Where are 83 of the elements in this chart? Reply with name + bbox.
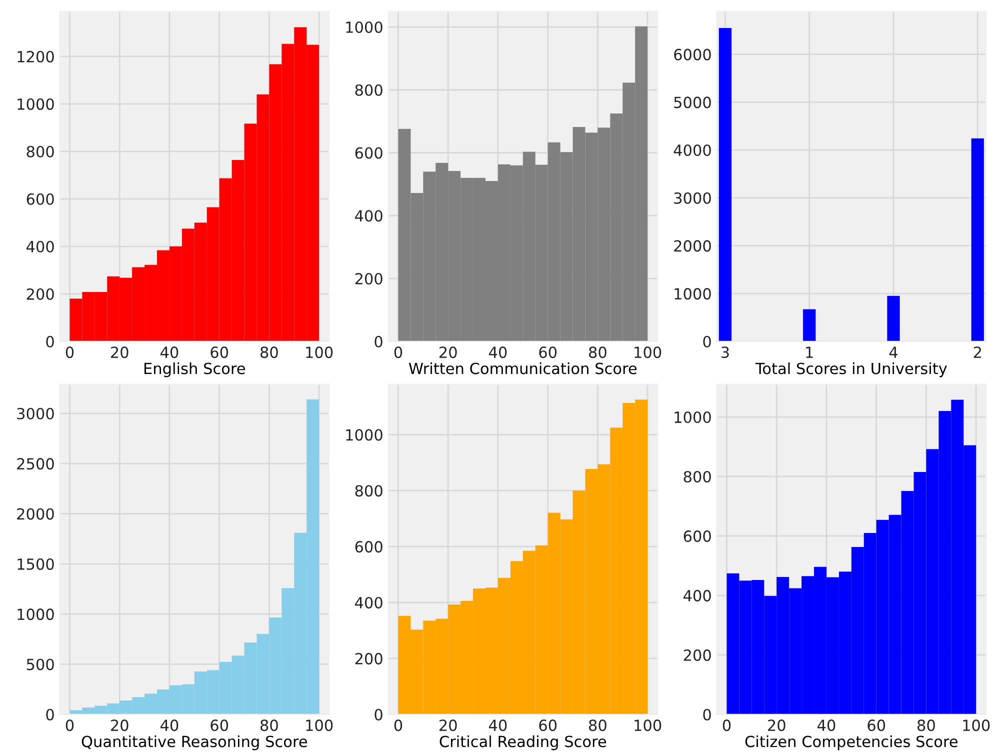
bar: [887, 296, 900, 342]
x-tick-label: 40: [488, 346, 507, 358]
y-tick-label: 1000: [674, 288, 711, 300]
bar: [803, 309, 816, 342]
y-tick-label: 0: [374, 336, 382, 348]
y-tick-label: 1200: [18, 50, 54, 62]
y-tick-label: 200: [355, 652, 382, 664]
y-tick-label: 0: [703, 708, 711, 720]
x-tick-label: 60: [539, 346, 557, 358]
x-tick-label: 60: [868, 720, 886, 732]
y-tick-label: 1000: [18, 608, 54, 620]
y-tick-label: 400: [354, 596, 382, 609]
y-tick-label: 1500: [18, 558, 54, 570]
y-tick-label: 0: [703, 336, 711, 348]
x-tick-label: 20: [110, 720, 128, 732]
x-tick-label: 0: [66, 720, 74, 732]
x-axis-title: Written Communication Score: [408, 362, 637, 374]
x-tick-label: 100: [634, 720, 662, 732]
x-axis-title: Quantitative Reasoning Score: [82, 735, 307, 750]
x-axis-title: English Score: [144, 362, 245, 378]
y-tick-label: 400: [683, 590, 711, 602]
y-tick-label: 600: [26, 193, 54, 205]
x-tick-label: 20: [440, 720, 457, 732]
x-axis-title: Total Scores in University: [755, 362, 947, 378]
x-tick-label: 40: [818, 720, 836, 732]
x-axis-title: Critical Reading Score: [440, 735, 606, 750]
x-tick-label: 80: [260, 720, 278, 732]
x-tick-label: 0: [722, 720, 731, 732]
y-tick-label: 3000: [674, 192, 711, 204]
y-tick-label: 2000: [17, 508, 54, 520]
bar: [718, 28, 732, 342]
y-tick-label: 0: [374, 708, 382, 720]
y-tick-label: 200: [26, 288, 54, 300]
y-tick-label: 600: [355, 541, 382, 553]
y-tick-label: 800: [355, 84, 382, 96]
x-tick-label: 100: [634, 346, 662, 358]
y-tick-label: 2000: [674, 240, 711, 252]
y-tick-label: 2500: [17, 458, 54, 470]
x-tick-label: 2: [974, 346, 981, 358]
x-tick-label: 3: [721, 346, 729, 358]
x-tick-label: 4: [889, 346, 898, 358]
y-tick-label: 0: [46, 708, 54, 720]
bar: [971, 138, 984, 342]
y-tick-label: 0: [46, 336, 54, 348]
x-tick-label: 40: [160, 720, 178, 732]
y-tick-label: 3000: [17, 408, 54, 420]
x-tick-label: 60: [539, 720, 557, 732]
y-tick-label: 200: [684, 649, 711, 661]
y-tick-label: 800: [684, 470, 711, 483]
y-tick-label: 500: [26, 658, 54, 670]
y-tick-label: 400: [26, 240, 54, 252]
x-tick-label: 40: [160, 346, 178, 358]
x-tick-label: 40: [488, 720, 507, 732]
y-tick-label: 6000: [674, 48, 711, 60]
x-tick-label: 80: [589, 346, 606, 358]
y-tick-label: 1000: [674, 411, 711, 424]
x-tick-label: 20: [110, 346, 128, 358]
x-tick-label: 60: [210, 346, 228, 358]
x-axis-title: Citizen Competencies Score: [745, 735, 958, 750]
x-tick-label: 100: [306, 720, 333, 732]
x-tick-label: 100: [963, 720, 990, 732]
x-tick-label: 80: [918, 720, 935, 732]
y-tick-label: 1000: [346, 429, 382, 441]
x-tick-label: 100: [306, 346, 333, 358]
y-tick-label: 800: [355, 485, 382, 497]
y-tick-label: 600: [684, 530, 711, 542]
x-tick-label: 60: [210, 720, 228, 732]
x-tick-label: 20: [440, 346, 457, 358]
x-tick-label: 80: [260, 346, 278, 358]
x-tick-label: 0: [394, 720, 402, 732]
y-tick-label: 200: [355, 272, 382, 285]
y-tick-label: 5000: [674, 96, 711, 108]
y-tick-label: 1000: [346, 21, 382, 34]
x-tick-label: 20: [768, 720, 786, 732]
x-tick-label: 80: [589, 720, 606, 732]
x-tick-label: 0: [66, 346, 74, 358]
y-tick-label: 400: [354, 210, 382, 222]
x-tick-label: 0: [394, 346, 402, 358]
y-tick-label: 1000: [18, 98, 54, 110]
y-tick-label: 800: [26, 146, 54, 158]
y-tick-label: 600: [355, 147, 382, 159]
y-tick-label: 4000: [674, 144, 711, 156]
x-tick-label: 1: [806, 346, 813, 358]
